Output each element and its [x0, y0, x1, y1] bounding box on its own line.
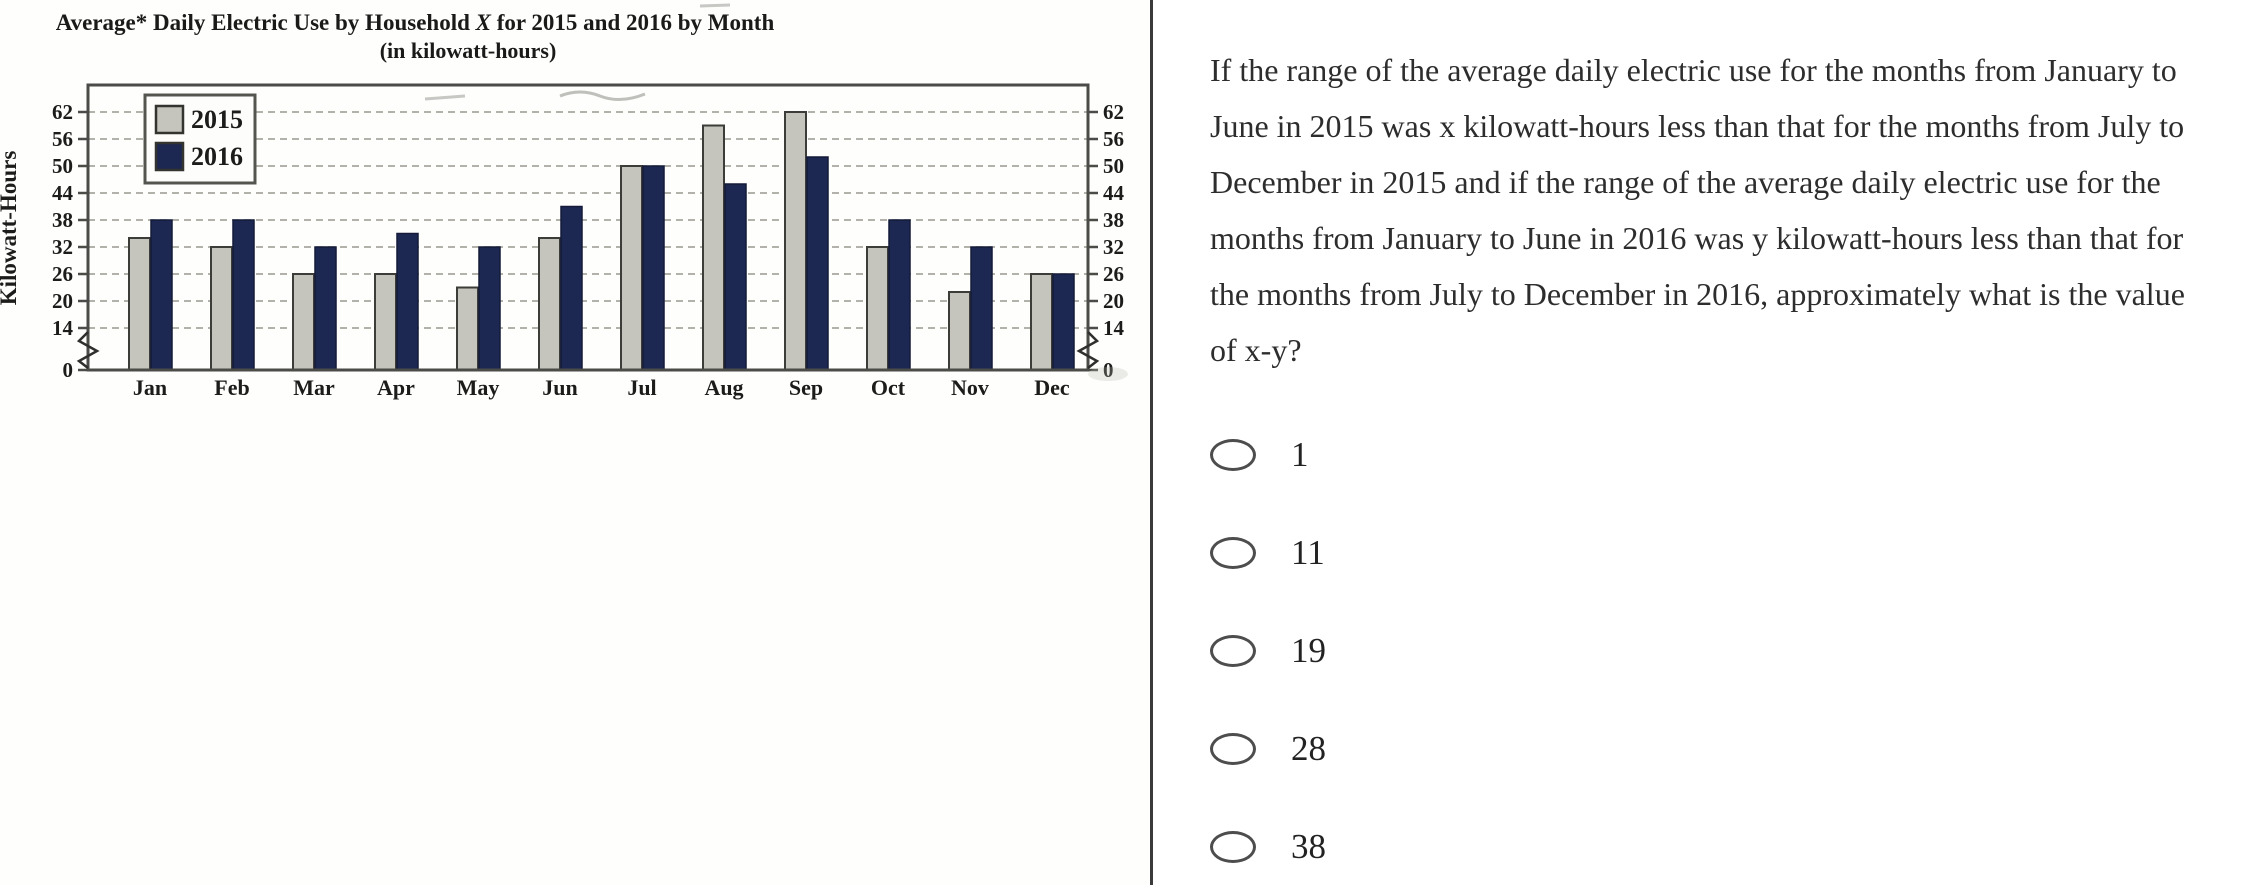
svg-text:20: 20	[52, 289, 73, 313]
svg-text:May: May	[457, 375, 500, 400]
question-text: If the range of the average daily electr…	[1210, 52, 2185, 368]
svg-text:0: 0	[1103, 358, 1114, 382]
svg-text:2016: 2016	[191, 142, 243, 171]
option-label: 11	[1291, 533, 1325, 572]
bar-chart: Average* Daily Electric Use by Household…	[0, 0, 1150, 435]
answer-option[interactable]: 1	[1210, 406, 2242, 504]
radio-icon[interactable]	[1210, 831, 1256, 863]
radio-icon[interactable]	[1210, 537, 1256, 569]
svg-text:26: 26	[52, 262, 73, 286]
option-label: 28	[1291, 729, 1326, 768]
svg-text:Nov: Nov	[951, 375, 989, 400]
svg-text:Apr: Apr	[377, 375, 415, 400]
svg-text:2015: 2015	[191, 105, 243, 134]
chart-title: Average* Daily Electric Use by Household…	[56, 10, 775, 63]
radio-icon[interactable]	[1210, 635, 1256, 667]
svg-text:50: 50	[1103, 154, 1124, 178]
svg-text:Average* Daily Electric Use by: Average* Daily Electric Use by Household…	[56, 10, 775, 35]
svg-text:38: 38	[1103, 208, 1124, 232]
svg-text:Jul: Jul	[627, 375, 656, 400]
svg-text:Jun: Jun	[542, 375, 577, 400]
svg-text:Aug: Aug	[704, 375, 743, 400]
option-label: 19	[1291, 631, 1326, 670]
svg-text:50: 50	[52, 154, 73, 178]
svg-text:0: 0	[63, 358, 74, 382]
svg-text:(in kilowatt-hours): (in kilowatt-hours)	[380, 38, 557, 63]
gridlines	[88, 111, 1088, 329]
svg-text:32: 32	[52, 235, 73, 259]
answer-option[interactable]: 19	[1210, 602, 2242, 700]
svg-text:Mar: Mar	[293, 375, 335, 400]
radio-icon[interactable]	[1210, 733, 1256, 765]
scan-artifacts	[424, 3, 1128, 381]
svg-text:Dec: Dec	[1034, 375, 1070, 400]
bar-chart-svg: Average* Daily Electric Use by Household…	[0, 3, 1128, 400]
svg-text:26: 26	[1103, 262, 1124, 286]
svg-text:56: 56	[52, 127, 73, 151]
axis-break	[76, 331, 1100, 369]
svg-text:Sep: Sep	[789, 375, 823, 400]
y-axis-title: Kilowatt-Hours	[0, 151, 21, 306]
svg-text:44: 44	[52, 181, 74, 205]
svg-text:56: 56	[1103, 127, 1124, 151]
x-axis-labels: Jan Feb Mar Apr May Jun Jul Aug Sep Oct Nov Dec	[133, 375, 1070, 400]
option-label: 1	[1291, 435, 1309, 474]
option-label: 38	[1291, 827, 1326, 866]
svg-text:Oct: Oct	[871, 375, 906, 400]
svg-text:14: 14	[52, 316, 74, 340]
svg-text:Feb: Feb	[214, 375, 249, 400]
svg-text:14: 14	[1103, 316, 1125, 340]
svg-text:62: 62	[52, 100, 73, 124]
answer-option[interactable]: 38	[1210, 798, 2242, 896]
svg-text:62: 62	[1103, 100, 1124, 124]
panel-divider	[1150, 0, 1153, 885]
question-panel: If the range of the average daily electr…	[1153, 0, 2242, 885]
svg-text:Jan: Jan	[133, 375, 167, 400]
chart-panel: Average* Daily Electric Use by Household…	[0, 0, 1150, 435]
svg-text:38: 38	[52, 208, 73, 232]
bars	[128, 111, 1075, 371]
svg-text:32: 32	[1103, 235, 1124, 259]
chart-legend: 2015 2016	[143, 93, 257, 185]
radio-icon[interactable]	[1210, 439, 1256, 471]
answer-option[interactable]: 28	[1210, 700, 2242, 798]
svg-text:20: 20	[1103, 289, 1124, 313]
answer-option[interactable]: 11	[1210, 504, 2242, 602]
y-axis-labels: 0 0 14 14 20 20 26 26 32 32 38 38 44 44 50 50 56 56 62 62	[52, 100, 1125, 382]
svg-text:44: 44	[1103, 181, 1125, 205]
answer-options: 1 11 19 28 38	[1210, 406, 2242, 896]
